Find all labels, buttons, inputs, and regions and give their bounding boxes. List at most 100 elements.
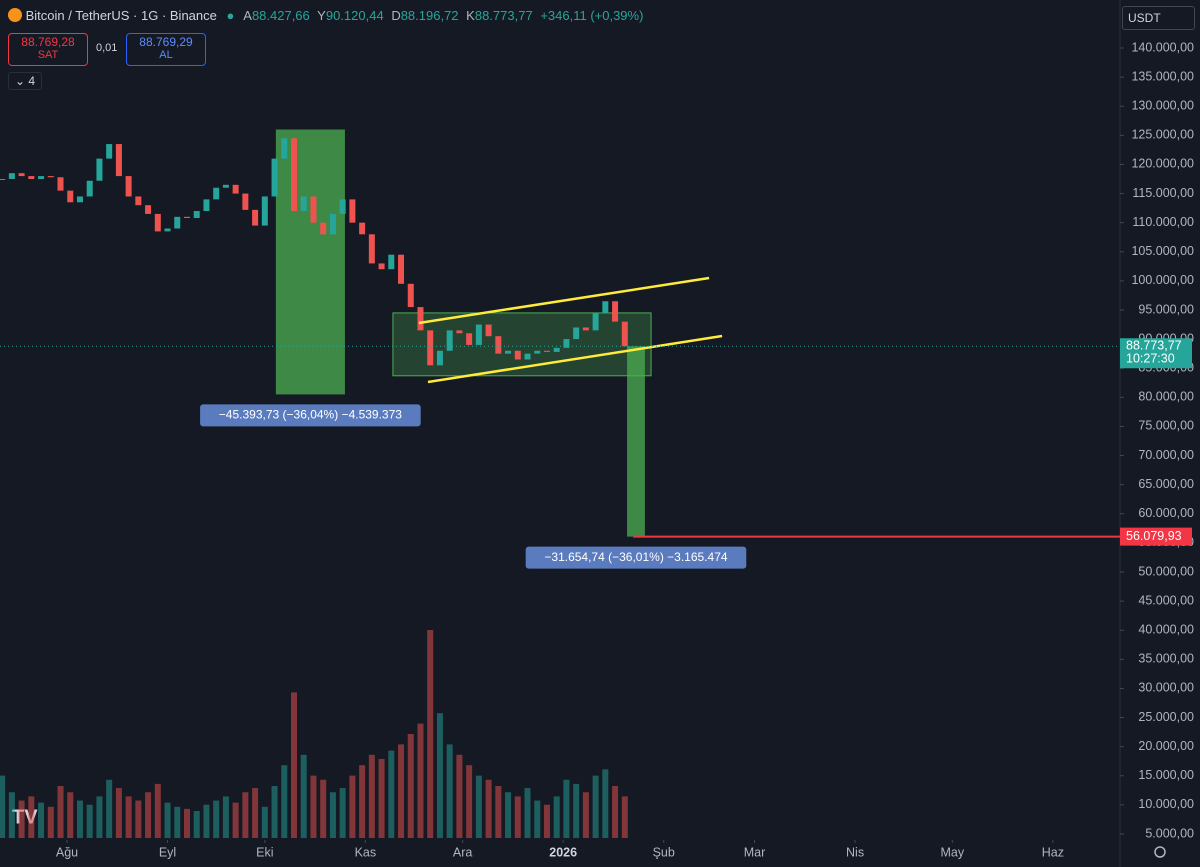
buy-button[interactable]: 88.769,29 AL (126, 33, 206, 66)
candle (514, 350, 521, 360)
volume-bar (524, 788, 531, 838)
volume-bar (534, 800, 541, 838)
candle (96, 158, 103, 181)
indicators-toggle[interactable]: ⌄ 4 (8, 72, 43, 90)
candle (76, 196, 83, 203)
y-tick-label: 20.000,00 (1138, 739, 1194, 753)
candle (115, 144, 122, 177)
candle (368, 234, 375, 264)
volume-bar (582, 792, 589, 838)
volume-bar (573, 783, 580, 838)
buy-label: AL (159, 49, 173, 61)
candle (339, 199, 346, 214)
candle (125, 176, 132, 197)
candle (417, 307, 424, 331)
candle (222, 184, 229, 188)
spread: 0,01 (96, 42, 118, 54)
volume-bar (339, 788, 346, 838)
volume-bar (417, 723, 424, 838)
candle (602, 301, 609, 313)
candle (300, 196, 307, 212)
candle (436, 350, 443, 366)
volume-bar (349, 775, 356, 838)
candle (145, 205, 152, 214)
candle (252, 209, 259, 226)
indicators-count: 4 (28, 74, 36, 88)
target-label: 56.079,93 (1126, 529, 1182, 543)
candle (8, 173, 15, 179)
candle (612, 301, 619, 322)
candle (398, 254, 405, 284)
volume-bar (135, 800, 142, 838)
x-tick-label: 2026 (549, 845, 577, 859)
volume-bar (602, 769, 609, 838)
y-tick-label: 60.000,00 (1138, 506, 1194, 520)
ohlc-value: 88.196,72 (400, 8, 459, 23)
volume-bar (271, 786, 278, 838)
currency: USDT (1128, 11, 1161, 25)
volume-bar (553, 796, 560, 838)
candle (466, 333, 473, 345)
volume-bar (0, 775, 6, 838)
volume-bar (368, 754, 375, 838)
volume-bar (183, 808, 190, 838)
y-tick-label: 10.000,00 (1138, 797, 1194, 811)
symbol: Bitcoin / TetherUS · 1G · Binance (25, 8, 217, 23)
y-tick-label: 15.000,00 (1138, 768, 1194, 782)
candle (407, 283, 414, 308)
candle (154, 213, 161, 232)
volume-bar (28, 796, 35, 838)
volume-bar (96, 796, 103, 838)
currency-select[interactable]: USDT (1122, 6, 1195, 30)
candle (183, 216, 190, 219)
candle (582, 327, 589, 331)
candle (573, 327, 580, 340)
volume-bar (456, 754, 463, 838)
volume-bar (76, 800, 83, 838)
volume-bar (47, 806, 54, 838)
y-tick-label: 35.000,00 (1138, 652, 1194, 666)
measure-box (275, 129, 345, 395)
y-tick-label: 120.000,00 (1131, 157, 1194, 171)
volume-bar (407, 734, 414, 838)
sell-button[interactable]: 88.769,28 SAT (8, 33, 88, 66)
volume-bar (18, 800, 25, 838)
volume-bar (505, 792, 512, 838)
volume-bar (621, 796, 628, 838)
y-tick-label: 65.000,00 (1138, 477, 1194, 491)
candle (310, 196, 317, 223)
last-price-tag (1120, 338, 1192, 369)
y-tick-label: 140.000,00 (1131, 40, 1194, 54)
candle (563, 339, 570, 348)
candle (475, 324, 482, 345)
candle (456, 330, 463, 334)
measure-label: −31.654,74 (−36,01%) −3.165.474 (544, 550, 727, 564)
sell-label: SAT (37, 49, 59, 61)
volume-bar (329, 792, 336, 838)
ohlc-key: Y (317, 8, 326, 23)
y-tick-label: 40.000,00 (1138, 623, 1194, 637)
coin-icon (8, 8, 22, 22)
y-tick-label: 70.000,00 (1138, 448, 1194, 462)
candle (174, 216, 181, 229)
candle (67, 190, 74, 203)
ohlc-key: D (391, 8, 401, 23)
volume-bar (242, 792, 249, 838)
x-tick-label: Şub (653, 845, 675, 859)
candle (543, 350, 550, 352)
candle (28, 176, 35, 179)
candle (505, 350, 512, 354)
volume-bar (466, 765, 473, 838)
volume-bar (57, 786, 64, 838)
candle (359, 222, 366, 235)
y-tick-label: 30.000,00 (1138, 681, 1194, 695)
channel-line (418, 276, 710, 325)
volume-bar (261, 806, 268, 838)
x-tick-label: Eki (256, 845, 273, 859)
measure-label-bg (525, 546, 747, 569)
volume-bar (125, 796, 132, 838)
change: +346,11 (+0,39%) (540, 8, 644, 23)
settings-icon[interactable] (1154, 846, 1166, 858)
x-tick-label: Eyl (159, 845, 176, 859)
